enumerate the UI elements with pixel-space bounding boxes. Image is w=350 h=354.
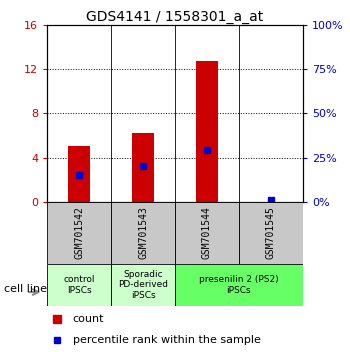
Bar xyxy=(111,202,175,264)
Text: count: count xyxy=(73,314,104,324)
Text: GSM701545: GSM701545 xyxy=(266,206,276,259)
Text: GSM701542: GSM701542 xyxy=(74,206,84,259)
Text: GSM701543: GSM701543 xyxy=(138,206,148,259)
Bar xyxy=(47,264,111,306)
Bar xyxy=(132,133,154,202)
Bar xyxy=(239,202,303,264)
Bar xyxy=(175,264,303,306)
Bar xyxy=(111,264,175,306)
Bar xyxy=(68,147,90,202)
Text: control
IPSCs: control IPSCs xyxy=(63,275,95,295)
Title: GDS4141 / 1558301_a_at: GDS4141 / 1558301_a_at xyxy=(86,10,264,24)
Text: presenilin 2 (PS2)
iPSCs: presenilin 2 (PS2) iPSCs xyxy=(199,275,279,295)
Text: Sporadic
PD-derived
iPSCs: Sporadic PD-derived iPSCs xyxy=(118,270,168,300)
Text: percentile rank within the sample: percentile rank within the sample xyxy=(73,335,261,345)
Text: cell line: cell line xyxy=(4,284,47,294)
Bar xyxy=(175,202,239,264)
Text: GSM701544: GSM701544 xyxy=(202,206,212,259)
Bar xyxy=(47,202,111,264)
Bar xyxy=(196,61,218,202)
